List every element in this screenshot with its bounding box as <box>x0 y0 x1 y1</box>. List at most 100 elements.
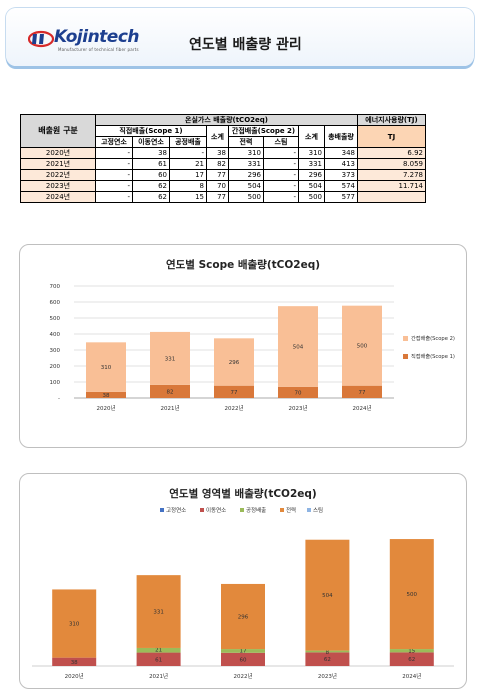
fixed-combustion-header: 고정연소 <box>95 136 133 148</box>
bar-segment <box>342 385 382 398</box>
cell-tj: 6.92 <box>357 147 426 159</box>
scope-chart-frame: 연도별 Scope 배출량(tCO2eq) - 100 200 300 400 500 60… <box>19 244 467 448</box>
bar-segment <box>221 649 265 653</box>
bar-segment <box>305 650 350 653</box>
y-tick-label: - <box>58 396 60 402</box>
bar-segment <box>86 391 126 398</box>
process-emission-header: 공정배출 <box>169 136 207 148</box>
row-year: 2024년 <box>20 191 96 203</box>
emissions-table: 배출원 구분 온실가스 배출량(tCO2eq) 에너지사용량(TJ) 직접배출(… <box>20 114 426 203</box>
cell-scope1-subtotal: 77 <box>206 191 229 203</box>
bar-segment <box>305 652 350 666</box>
cell-power: 296 <box>228 169 264 181</box>
logo-mark-icon <box>28 30 55 48</box>
tj-header: TJ <box>357 125 426 148</box>
data-label: 17 <box>240 649 247 655</box>
x-tick-label: 2023년 <box>318 672 337 680</box>
x-tick-label: 2021년 <box>160 404 179 412</box>
x-tick-label: 2020년 <box>96 404 115 412</box>
legend-swatch <box>403 354 408 359</box>
cell-steam: - <box>263 147 299 159</box>
scope1-subtotal-header: 소계 <box>206 125 229 148</box>
cell-scope1-subtotal: 77 <box>206 169 229 181</box>
cell-scope1-subtotal: 82 <box>206 158 229 170</box>
data-label: 77 <box>231 390 238 396</box>
data-label: 77 <box>359 390 366 396</box>
legend-label: 스팀 <box>313 506 323 514</box>
data-label: 331 <box>165 356 176 362</box>
bar-segment <box>52 657 97 666</box>
x-tick-label: 2023년 <box>288 404 307 412</box>
cell-mobile: 61 <box>132 158 170 170</box>
cell-scope1-subtotal: 70 <box>206 180 229 192</box>
table-row: 2020년 -38-38 310-310 348 6.92 <box>20 147 426 159</box>
data-label: 310 <box>69 622 80 628</box>
cell-process: 17 <box>169 169 207 181</box>
category-chart-frame: 연도별 영역별 배출량(tCO2eq) 고정연소 이동연소 공정배출 전력 스팀 38 31… <box>19 473 467 689</box>
cell-fixed: - <box>95 169 133 181</box>
cell-scope1-subtotal: 38 <box>206 147 229 159</box>
bar-segment <box>342 305 382 386</box>
cell-steam: - <box>263 158 299 170</box>
table-row: 2022년 -60 17 77 296-296 373 7.278 <box>20 169 426 181</box>
data-label: 500 <box>407 592 418 598</box>
bar-segment <box>221 583 265 650</box>
cell-fixed: - <box>95 158 133 170</box>
cell-power: 500 <box>228 191 264 203</box>
table-row: 2024년 -62 15 77 500-500 577 <box>20 191 426 203</box>
cell-steam: - <box>263 169 299 181</box>
cell-fixed: - <box>95 180 133 192</box>
x-tick-label: 2021년 <box>149 672 168 680</box>
cell-tj <box>357 191 426 203</box>
y-tick-label: 200 <box>50 364 61 370</box>
page-title: 연도별 배출량 관리 <box>189 37 302 53</box>
legend-swatch <box>307 508 311 512</box>
cell-total: 413 <box>324 158 358 170</box>
data-label: 38 <box>103 393 110 399</box>
y-tick-label: 300 <box>50 348 61 354</box>
data-label: 331 <box>153 610 164 616</box>
scope2-subtotal-header: 소계 <box>298 125 325 148</box>
table-corner-header: 배출원 구분 <box>20 114 96 148</box>
bar-segment <box>136 647 181 653</box>
bar-segment <box>214 385 254 398</box>
legend-swatch <box>160 508 164 512</box>
mobile-combustion-header: 이동연소 <box>132 136 170 148</box>
legend-label: 직접배출(Scope 1) <box>411 352 455 360</box>
bar-segment <box>278 386 318 398</box>
bar-segment <box>278 306 318 387</box>
cell-mobile: 62 <box>132 180 170 192</box>
cell-power: 331 <box>228 158 264 170</box>
cell-tj: 7.278 <box>357 169 426 181</box>
cell-total: 348 <box>324 147 358 159</box>
row-year: 2022년 <box>20 169 96 181</box>
cell-scope2-subtotal: 500 <box>298 191 325 203</box>
y-tick-label: 100 <box>50 380 61 386</box>
scope-chart-title: 연도별 Scope 배출량(tCO2eq) <box>165 259 321 271</box>
data-label: 8 <box>326 650 330 656</box>
bar-segment <box>136 575 181 648</box>
data-label: 70 <box>295 390 302 396</box>
company-logo: Kojintech Manufacturer of technical fibe… <box>28 27 158 52</box>
data-label: 310 <box>101 365 112 371</box>
logo-text: Kojintech <box>54 27 140 47</box>
category-chart: 고정연소 이동연소 공정배출 전력 스팀 38 310 2020년 61 21 331 2021년 60… <box>32 506 454 680</box>
bar-segment <box>86 342 126 392</box>
legend-swatch <box>403 336 408 341</box>
table-row: 2023년 -62 8 70 504-504 574 11.714 <box>20 180 426 192</box>
y-tick-label: 700 <box>50 284 61 290</box>
logo-subtitle: Manufacturer of technical fiber parts <box>58 47 139 52</box>
y-tick-label: 500 <box>50 316 61 322</box>
x-tick-label: 2022년 <box>224 404 243 412</box>
legend-swatch <box>200 508 204 512</box>
cell-power: 310 <box>228 147 264 159</box>
bar-segment <box>305 539 350 651</box>
cell-scope2-subtotal: 504 <box>298 180 325 192</box>
total-header: 총배출량 <box>324 125 358 148</box>
cell-total: 574 <box>324 180 358 192</box>
data-label: 15 <box>408 649 415 655</box>
cell-power: 504 <box>228 180 264 192</box>
legend-label: 이동연소 <box>206 506 226 514</box>
cell-mobile: 62 <box>132 191 170 203</box>
bar-segment <box>136 652 181 666</box>
